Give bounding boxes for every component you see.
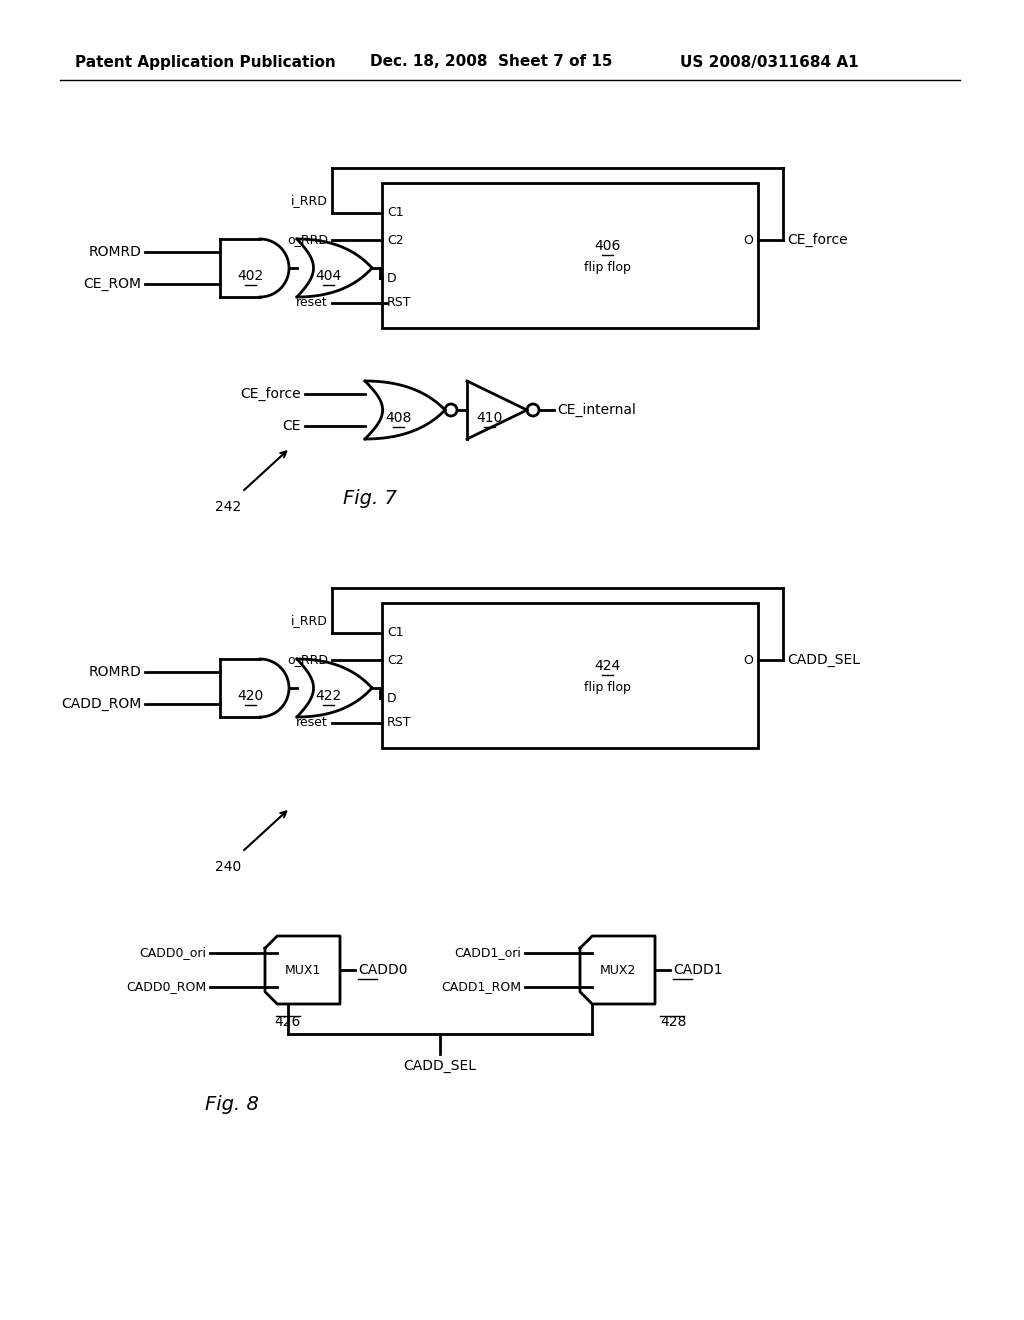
- Text: o_RRD: o_RRD: [287, 653, 328, 667]
- Text: CADD_SEL: CADD_SEL: [403, 1059, 476, 1073]
- Text: reset: reset: [296, 717, 328, 730]
- Text: ROMRD: ROMRD: [88, 665, 141, 678]
- Bar: [382, 603, 758, 748]
- Text: CADD_ROM: CADD_ROM: [60, 697, 141, 711]
- Text: 402: 402: [238, 269, 263, 282]
- Text: Dec. 18, 2008  Sheet 7 of 15: Dec. 18, 2008 Sheet 7 of 15: [370, 54, 612, 70]
- Text: C2: C2: [387, 234, 403, 247]
- Text: O: O: [743, 653, 753, 667]
- Text: MUX1: MUX1: [285, 964, 321, 977]
- Text: US 2008/0311684 A1: US 2008/0311684 A1: [680, 54, 859, 70]
- Text: i_RRD: i_RRD: [291, 615, 328, 627]
- Text: CADD0: CADD0: [358, 964, 408, 977]
- Text: 422: 422: [315, 689, 342, 704]
- Text: flip flop: flip flop: [584, 681, 631, 694]
- Text: C1: C1: [387, 627, 403, 639]
- Text: RST: RST: [387, 717, 412, 730]
- Text: flip flop: flip flop: [584, 261, 631, 275]
- Text: CE_internal: CE_internal: [557, 403, 636, 417]
- Text: o_RRD: o_RRD: [287, 234, 328, 247]
- Text: D: D: [387, 272, 396, 285]
- Text: 424: 424: [595, 659, 621, 672]
- Text: 426: 426: [274, 1015, 301, 1030]
- Text: CE_ROM: CE_ROM: [83, 277, 141, 290]
- Text: Fig. 7: Fig. 7: [343, 488, 397, 507]
- Text: 406: 406: [594, 239, 621, 252]
- Text: MUX2: MUX2: [599, 964, 636, 977]
- Text: 240: 240: [215, 861, 242, 874]
- Text: CE_force: CE_force: [241, 387, 301, 401]
- Text: CADD1: CADD1: [673, 964, 723, 977]
- Text: D: D: [387, 692, 396, 705]
- Bar: [382, 183, 758, 327]
- Text: reset: reset: [296, 297, 328, 309]
- Text: CADD0_ROM: CADD0_ROM: [126, 981, 206, 994]
- Text: CE_force: CE_force: [787, 232, 848, 247]
- Text: 404: 404: [315, 269, 342, 282]
- Text: C1: C1: [387, 206, 403, 219]
- Text: CADD1_ori: CADD1_ori: [454, 946, 521, 960]
- Text: Fig. 8: Fig. 8: [205, 1094, 259, 1114]
- Text: 408: 408: [385, 411, 412, 425]
- Text: i_RRD: i_RRD: [291, 194, 328, 207]
- Text: CADD_SEL: CADD_SEL: [787, 653, 860, 667]
- Text: ROMRD: ROMRD: [88, 246, 141, 259]
- Text: 420: 420: [238, 689, 263, 704]
- Text: 428: 428: [660, 1015, 686, 1030]
- Text: CADD0_ori: CADD0_ori: [139, 946, 206, 960]
- Text: CADD1_ROM: CADD1_ROM: [441, 981, 521, 994]
- Text: O: O: [743, 234, 753, 247]
- Text: C2: C2: [387, 653, 403, 667]
- Text: Patent Application Publication: Patent Application Publication: [75, 54, 336, 70]
- Text: 242: 242: [215, 500, 242, 513]
- Text: CE: CE: [283, 418, 301, 433]
- Text: RST: RST: [387, 297, 412, 309]
- Text: 410: 410: [476, 411, 503, 425]
